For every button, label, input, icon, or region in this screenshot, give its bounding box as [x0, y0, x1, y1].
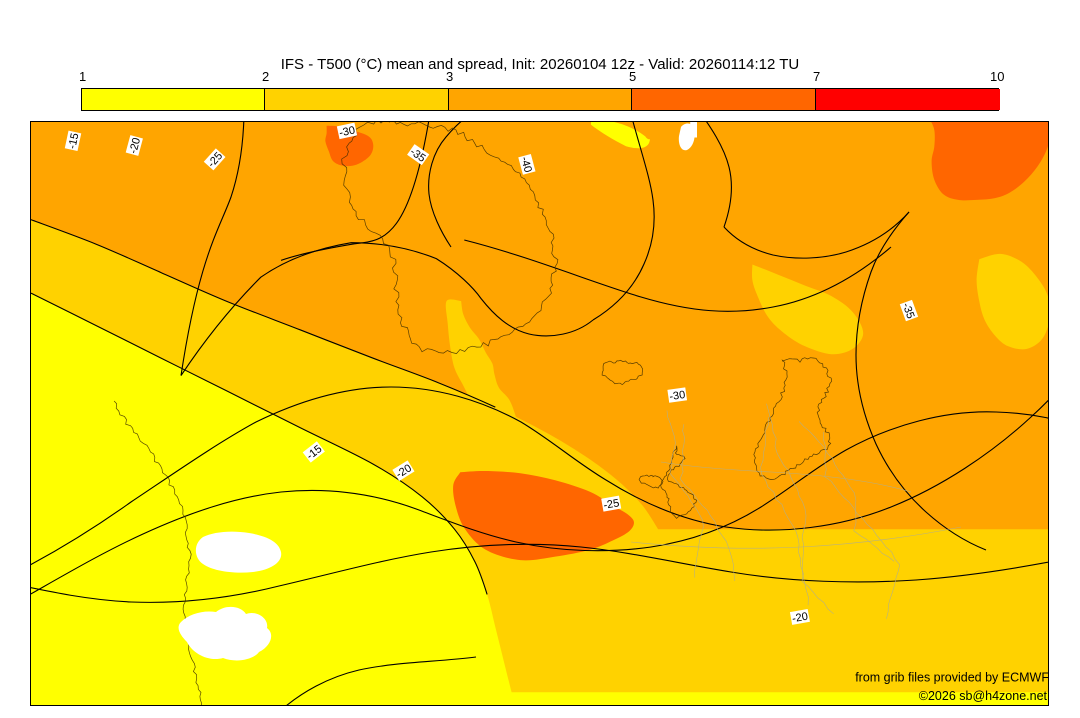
svg-text:from grib files provided by EC: from grib files provided by ECMWF — [855, 671, 1049, 685]
svg-text:©2026 sb@h4zone.net: ©2026 sb@h4zone.net — [919, 689, 1048, 703]
svg-text:-30: -30 — [669, 389, 686, 403]
